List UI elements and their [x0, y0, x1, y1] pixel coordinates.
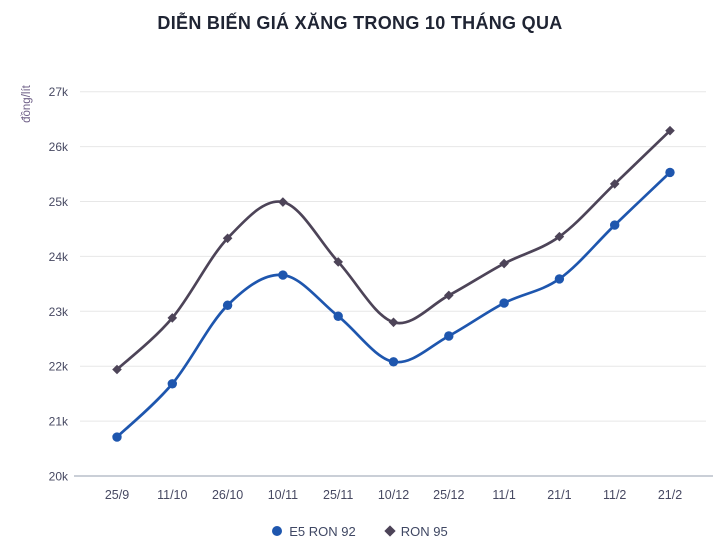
legend-item-e5-ron-92[interactable]: E5 RON 92	[272, 523, 356, 539]
data-point-diamond	[278, 197, 288, 207]
circle-marker-icon	[272, 526, 283, 536]
data-point-circle	[333, 311, 343, 321]
y-tick-label: 23k	[49, 305, 69, 319]
x-tick-label: 11/2	[603, 488, 626, 502]
y-tick-label: 26k	[49, 140, 69, 154]
x-tick-label: 25/11	[323, 488, 353, 502]
diamond-marker-icon	[384, 525, 396, 537]
data-point-circle	[222, 300, 233, 310]
data-point-diamond	[222, 233, 233, 244]
y-tick-label: 25k	[49, 195, 69, 209]
data-point-circle	[388, 357, 399, 367]
data-point-diamond	[665, 125, 675, 136]
x-tick-label: 25/12	[433, 488, 464, 502]
x-tick-label: 25/9	[105, 488, 129, 502]
chart-title: DIỄN BIẾN GIÁ XĂNG TRONG 10 THÁNG QUA	[157, 13, 563, 33]
series-line-ron-95	[115, 129, 672, 371]
legend-label-e5-ron-92: E5 RON 92	[289, 523, 356, 539]
x-tick-label: 10/11	[268, 488, 298, 502]
y-tick-label: 21k	[49, 415, 69, 429]
x-tick-label: 26/10	[212, 488, 243, 502]
data-point-circle	[278, 270, 288, 280]
chart-legend: E5 RON 92 RON 95	[0, 520, 720, 542]
data-point-diamond	[554, 231, 565, 242]
data-point-diamond	[444, 290, 454, 301]
x-tick-label: 21/1	[547, 488, 571, 502]
data-point-diamond	[112, 364, 122, 375]
x-tick-label: 21/2	[658, 488, 682, 502]
x-tick-label: 11/1	[492, 488, 515, 502]
data-point-circle	[665, 167, 675, 178]
data-point-diamond	[609, 179, 620, 189]
x-tick-label: 11/10	[157, 488, 187, 502]
data-point-circle	[112, 432, 122, 442]
data-point-diamond	[499, 258, 509, 269]
x-tick-label: 10/12	[378, 488, 409, 502]
data-point-diamond	[388, 317, 399, 328]
y-tick-label: 24k	[49, 250, 69, 264]
legend-item-ron-95[interactable]: RON 95	[384, 523, 448, 539]
data-point-circle	[167, 379, 177, 389]
data-point-circle	[554, 274, 565, 284]
data-point-diamond	[333, 257, 343, 267]
data-point-circle	[444, 331, 454, 341]
data-point-circle	[610, 220, 620, 230]
data-point-diamond	[167, 313, 178, 323]
legend-label-ron-95: RON 95	[400, 523, 448, 539]
y-tick-label: 22k	[49, 360, 69, 374]
y-tick-label: 20k	[49, 470, 69, 484]
data-point-circle	[499, 298, 509, 308]
y-tick-label: 27k	[49, 85, 69, 99]
